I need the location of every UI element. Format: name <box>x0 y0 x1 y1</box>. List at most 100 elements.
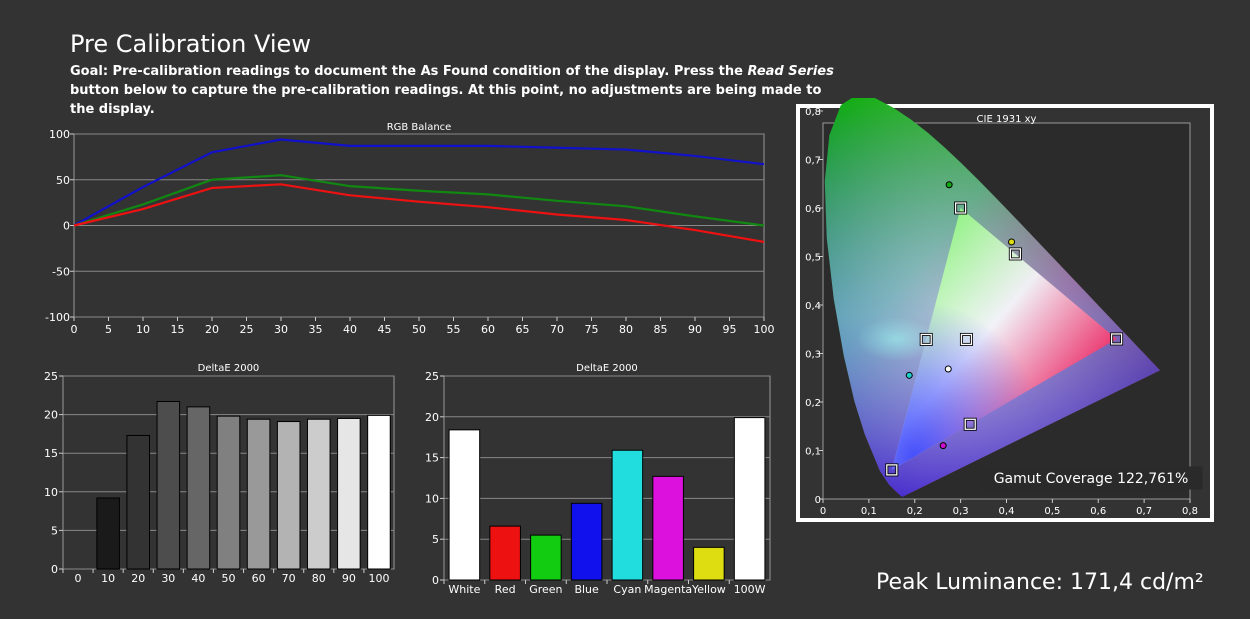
y-tick-label: 25 <box>425 370 439 383</box>
x-tick-label: 0,4 <box>999 506 1015 517</box>
x-tick-label: 65 <box>516 323 530 336</box>
x-tick-label: 5 <box>105 323 112 336</box>
x-tick-label: 100 <box>754 323 775 336</box>
bar <box>611 449 644 581</box>
x-tick-label: 0,6 <box>1090 506 1106 517</box>
chart-title: RGB Balance <box>387 122 452 133</box>
bar <box>216 415 241 570</box>
x-tick-label: 30 <box>161 572 175 585</box>
x-tick-label: 20 <box>205 323 219 336</box>
x-tick-label: 90 <box>688 323 702 336</box>
y-tick-label: 0,2 <box>805 398 821 409</box>
target-marker <box>1009 248 1022 260</box>
bar <box>733 417 766 581</box>
measured-point <box>944 365 952 373</box>
x-tick-label: 0,7 <box>1136 506 1152 517</box>
y-tick-label: 0,5 <box>805 253 821 264</box>
x-tick-label: 20 <box>131 572 145 585</box>
x-tick-label: 0 <box>75 572 82 585</box>
bar <box>489 525 521 581</box>
x-tick-label: Red <box>495 583 516 596</box>
bar <box>693 546 725 581</box>
chart-title: DeltaE 2000 <box>576 363 638 374</box>
y-tick-label: 0,6 <box>805 204 821 215</box>
x-tick-label: Green <box>529 583 562 596</box>
y-tick-label: 0,3 <box>805 350 821 361</box>
bar <box>570 502 603 581</box>
target-marker <box>964 418 976 430</box>
x-tick-label: 40 <box>343 323 357 336</box>
y-tick-label: 0 <box>63 220 70 233</box>
bar <box>337 417 361 570</box>
y-tick-label: 10 <box>44 486 58 499</box>
x-tick-label: 45 <box>378 323 392 336</box>
y-tick-label: -100 <box>45 311 70 324</box>
y-tick-label: 15 <box>44 447 58 460</box>
bar <box>448 429 481 581</box>
chart-title: DeltaE 2000 <box>198 363 260 374</box>
bar <box>126 434 151 570</box>
x-tick-label: 10 <box>136 323 150 336</box>
y-tick-label: 15 <box>425 452 439 465</box>
bar <box>96 497 120 570</box>
chart-title: CIE 1931 xy <box>977 114 1037 125</box>
target-marker <box>1110 333 1123 345</box>
y-tick-label: 100 <box>49 128 70 141</box>
bar <box>246 418 271 570</box>
x-tick-label: White <box>448 583 480 596</box>
gamut-coverage-label: Gamut Coverage 122,761% <box>994 471 1189 487</box>
x-tick-label: 35 <box>309 323 323 336</box>
y-tick-label: 0,1 <box>805 447 821 458</box>
x-tick-label: 90 <box>342 572 356 585</box>
target-marker <box>960 333 973 346</box>
x-tick-label: 70 <box>550 323 564 336</box>
y-tick-label: 0,7 <box>805 156 821 167</box>
x-tick-label: 100 <box>368 572 389 585</box>
gamut-coverage-box <box>980 466 1203 490</box>
rgb-balance-chart: RGB Balance -100 -50 0 50 100 0 5 10 15 20 25 30 35 40… <box>45 122 775 336</box>
y-tick-label: 0 <box>815 495 821 506</box>
x-tick-label: 0 <box>71 323 78 336</box>
x-tick-label: Blue <box>574 583 599 596</box>
y-tick-label: 0 <box>432 574 439 587</box>
gamut-triangle-blue <box>891 208 1117 470</box>
measured-point <box>945 181 953 189</box>
x-tick-label: 0,3 <box>953 506 969 517</box>
x-tick-label: 85 <box>654 323 668 336</box>
cie-1931-chart: CIE 1931 xy 0 0,1 0,2 0,3 0,4 0,5 0,6 0,7 0,8 0 0,1… <box>796 98 1214 522</box>
series-line-1 <box>73 174 765 227</box>
x-tick-label: 80 <box>312 572 326 585</box>
bar <box>306 418 331 570</box>
bar <box>156 400 181 570</box>
x-tick-label: 100W <box>734 583 766 596</box>
x-tick-label: 60 <box>481 323 495 336</box>
series-line-2 <box>73 183 765 244</box>
bar <box>186 406 211 570</box>
x-tick-label: 0,2 <box>907 506 923 517</box>
chart-frame <box>796 104 1214 522</box>
page-title: Pre Calibration View <box>70 30 311 58</box>
x-tick-label: 55 <box>447 323 461 336</box>
x-tick-label: 30 <box>274 323 288 336</box>
x-tick-label: 50 <box>222 572 236 585</box>
x-tick-label: Yellow <box>691 583 726 596</box>
x-tick-label: 15 <box>171 323 185 336</box>
y-tick-label: 0,8 <box>805 107 821 118</box>
x-tick-label: 95 <box>723 323 737 336</box>
x-tick-label: 0,5 <box>1044 506 1060 517</box>
color-deltae-chart: DeltaE 2000 0 5 10 15 20 25 White Red Green Blue Cy… <box>425 363 771 596</box>
x-tick-label: 75 <box>585 323 599 336</box>
x-tick-label: 0 <box>820 506 826 517</box>
x-tick-label: 50 <box>412 323 426 336</box>
y-tick-label: 50 <box>56 174 70 187</box>
x-tick-label: 0,8 <box>1182 506 1198 517</box>
goal-suffix: button below to capture the pre-calibrat… <box>70 83 822 117</box>
x-tick-label: 0,1 <box>861 506 877 517</box>
y-tick-label: 5 <box>51 524 58 537</box>
y-tick-label: 0 <box>51 563 58 576</box>
x-tick-label: 10 <box>101 572 115 585</box>
series-line-0 <box>73 138 765 227</box>
measured-point <box>1008 238 1016 246</box>
y-tick-label: 20 <box>44 409 58 422</box>
x-tick-label: 70 <box>282 572 296 585</box>
